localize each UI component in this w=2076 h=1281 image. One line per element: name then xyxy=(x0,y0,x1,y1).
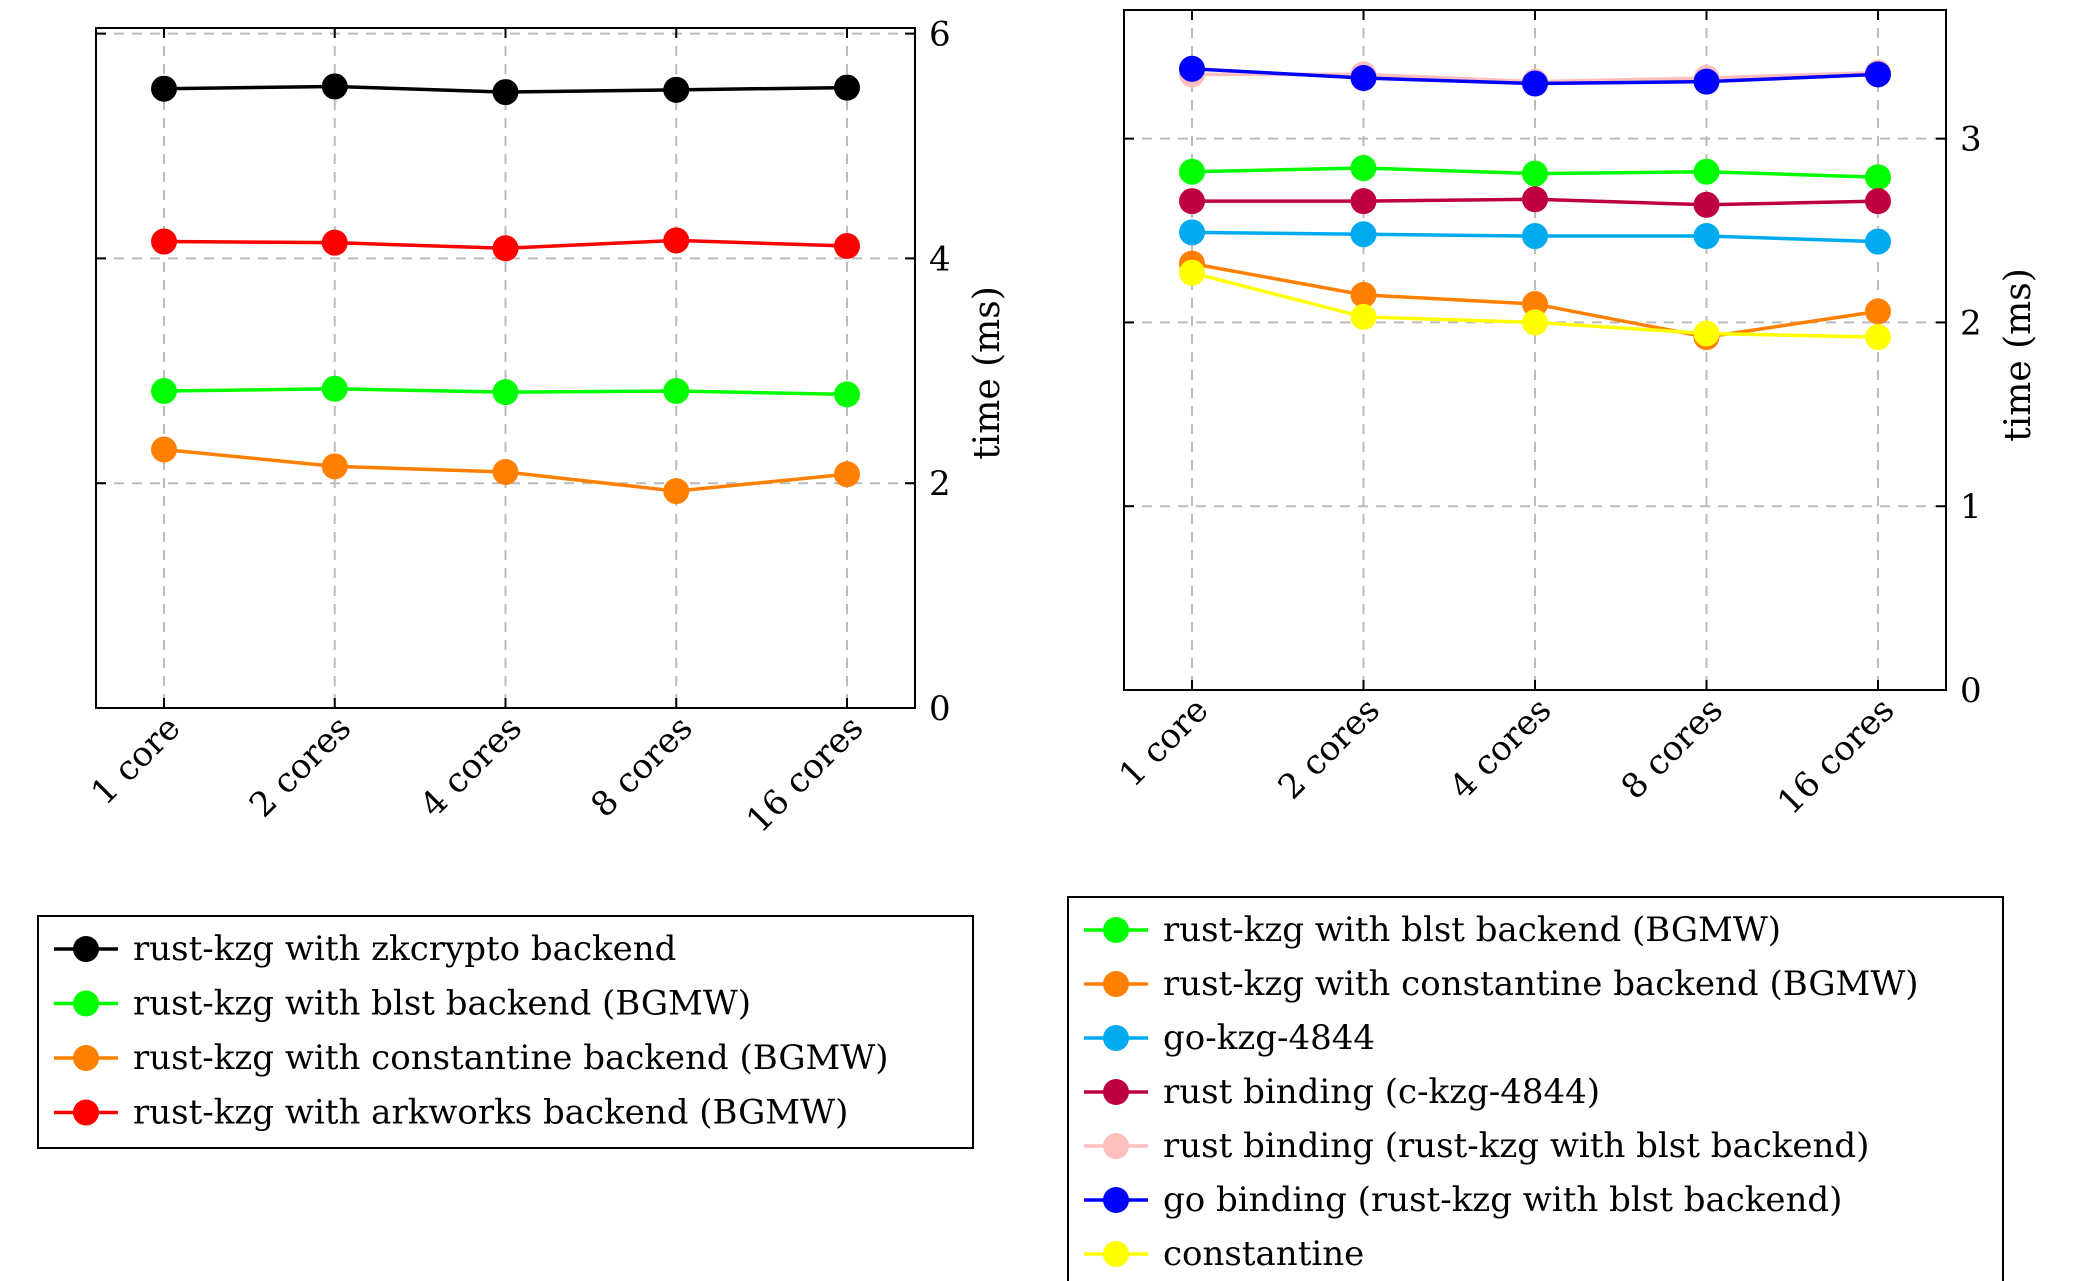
data-point xyxy=(1522,160,1548,187)
legend-marker xyxy=(1103,1187,1129,1213)
data-point xyxy=(1522,70,1548,97)
legend-label: rust binding (rust-kzg with blst backend… xyxy=(1163,1126,1869,1166)
data-point xyxy=(1350,303,1377,330)
legend-label: rust-kzg with zkcrypto backend xyxy=(133,929,676,969)
legend-label: go binding (rust-kzg with blst backend) xyxy=(1163,1180,1842,1220)
data-point xyxy=(1179,55,1205,82)
data-point xyxy=(1179,158,1205,185)
data-point xyxy=(834,74,860,101)
legend-label: rust binding (c-kzg-4844) xyxy=(1163,1072,1600,1112)
data-point xyxy=(1350,221,1377,248)
data-point xyxy=(492,79,519,106)
x-tick-label: 16 cores xyxy=(739,708,872,841)
data-point xyxy=(151,436,177,463)
x-tick-label: 8 cores xyxy=(1614,690,1731,807)
legend-label: rust-kzg with blst backend (BGMW) xyxy=(1163,910,1781,950)
legend-label: rust-kzg with constantine backend (BGMW) xyxy=(1163,964,1919,1004)
data-point xyxy=(1179,219,1205,246)
legend-marker xyxy=(1103,1133,1129,1159)
chart-right: 0 1 2 3 1 core 2 cores 4 cores 8 cores 16 cores t… xyxy=(1111,9,2039,823)
data-point xyxy=(1865,164,1891,191)
data-point xyxy=(1350,155,1377,182)
x-tick-label: 16 cores xyxy=(1770,690,1903,823)
data-point xyxy=(1522,309,1548,336)
data-point xyxy=(151,228,177,255)
data-point xyxy=(1693,158,1720,185)
x-tick-label: 1 core xyxy=(1111,690,1216,795)
data-point xyxy=(492,235,519,262)
data-point xyxy=(663,227,690,254)
data-point xyxy=(1350,65,1377,91)
x-tick-label: 4 cores xyxy=(1442,690,1559,807)
data-point xyxy=(1693,191,1720,218)
data-point xyxy=(1865,61,1891,88)
legend-box xyxy=(37,915,974,1149)
data-point xyxy=(663,478,690,505)
data-point xyxy=(834,233,860,260)
data-point xyxy=(492,379,519,406)
legend-marker xyxy=(73,1099,99,1126)
y-axis-label: time (ms) xyxy=(1998,268,2039,442)
y-tick-label: 0 xyxy=(1960,671,1982,711)
legend-label: rust-kzg with blst backend (BGMW) xyxy=(133,984,751,1024)
x-tick-label: 1 core xyxy=(83,708,188,813)
legend-marker xyxy=(1103,1241,1129,1267)
chart-left: 0 2 4 6 1 core 2 cores 4 cores 8 cores 16 cores t… xyxy=(83,15,1008,841)
y-axis-label: time (ms) xyxy=(967,286,1008,460)
x-tick-label: 8 cores xyxy=(583,708,700,825)
legend-label: rust-kzg with arkworks backend (BGMW) xyxy=(133,1093,848,1133)
y-tick-label: 6 xyxy=(929,15,951,55)
y-tick-label: 2 xyxy=(929,464,951,504)
data-point xyxy=(1350,281,1377,308)
data-point xyxy=(1865,298,1891,325)
data-point xyxy=(1179,188,1205,215)
legend-marker xyxy=(1103,1025,1129,1051)
y-tick-label: 2 xyxy=(1960,303,1982,343)
data-point xyxy=(1522,223,1548,250)
x-tick-label: 2 cores xyxy=(242,708,359,825)
data-point xyxy=(1693,68,1720,95)
data-point xyxy=(1350,188,1377,215)
legend-label: constantine xyxy=(1163,1234,1364,1274)
legend-marker xyxy=(1103,917,1129,943)
data-point xyxy=(321,73,348,100)
data-point xyxy=(321,453,348,480)
legend-label: rust-kzg with constantine backend (BGMW) xyxy=(133,1038,889,1078)
data-point xyxy=(1522,291,1548,318)
x-tick-label: 2 cores xyxy=(1271,690,1388,807)
legend-label: go-kzg-4844 xyxy=(1163,1018,1375,1058)
data-point xyxy=(663,76,690,103)
data-point xyxy=(151,378,177,405)
data-point xyxy=(1179,259,1205,286)
data-point xyxy=(492,458,519,485)
y-tick-label: 4 xyxy=(929,239,951,279)
data-point xyxy=(1522,186,1548,213)
data-point xyxy=(321,229,348,256)
legend-right: rust-kzg with blst backend (BGMW) rust-kz… xyxy=(1067,896,2004,1281)
data-point xyxy=(151,75,177,102)
legend-marker xyxy=(73,936,99,962)
data-point xyxy=(1693,223,1720,250)
data-point xyxy=(663,378,690,405)
legend-marker xyxy=(73,990,99,1017)
legend-box xyxy=(1067,896,2004,1281)
legend-marker xyxy=(73,1045,99,1071)
data-point xyxy=(1865,324,1891,351)
y-tick-label: 0 xyxy=(929,689,951,729)
data-point xyxy=(834,461,860,488)
data-point xyxy=(1865,188,1891,215)
data-point xyxy=(1865,228,1891,255)
legend-left: rust-kzg with zkcrypto backend rust-kzg w… xyxy=(37,915,974,1149)
legend-marker xyxy=(1103,1079,1129,1105)
data-point xyxy=(1693,320,1720,347)
legend-marker xyxy=(1103,971,1129,997)
y-tick-label: 1 xyxy=(1960,487,1982,527)
data-point xyxy=(834,381,860,408)
x-tick-label: 4 cores xyxy=(413,708,530,825)
data-point xyxy=(321,375,348,402)
y-tick-label: 3 xyxy=(1960,120,1982,160)
